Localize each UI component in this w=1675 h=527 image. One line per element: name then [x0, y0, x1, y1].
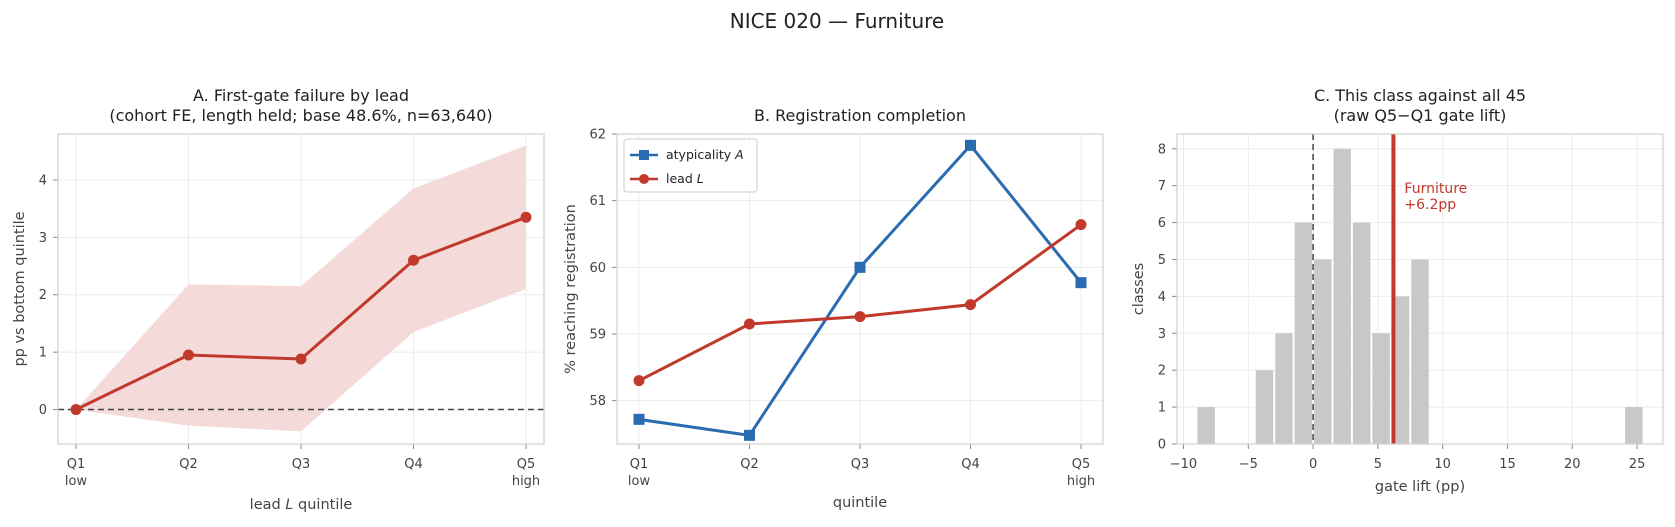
panel-c-frame	[1176, 133, 1664, 445]
panel-c-xlabel: gate lift (pp)	[1375, 479, 1465, 495]
x-tick-label: Q5	[517, 457, 536, 472]
panel-b-frame	[616, 133, 1104, 445]
panel-a: 0 1 2 3 4 Q1 low Q2 Q3 Q4 Q5 high A. First-gate fai…	[12, 86, 545, 513]
data-point	[854, 261, 866, 273]
panel-c-ylabel: classes	[1131, 263, 1147, 315]
panel-c-title: C. This class against all 45	[1314, 86, 1526, 105]
y-tick-label: 1	[39, 346, 47, 361]
x-tick-label: Q1	[630, 457, 649, 472]
y-tick-label: 6	[1158, 216, 1166, 231]
y-tick-label: 60	[589, 261, 606, 276]
series-L	[633, 219, 1087, 387]
y-tick-label: 3	[39, 231, 47, 246]
histogram-bar	[1275, 333, 1293, 444]
panel-b-legend: atypicality A lead L	[623, 138, 758, 193]
data-point	[965, 299, 976, 311]
y-tick-label: 58	[589, 394, 606, 409]
panel-a-frame	[57, 133, 545, 445]
x-tick-label: −10	[1170, 457, 1197, 472]
data-point	[854, 311, 866, 323]
panel-a-subtitle: (cohort FE, length held; base 48.6%, n=6…	[109, 106, 492, 125]
histogram-bar	[1411, 259, 1429, 444]
y-tick-label: 2	[39, 288, 47, 303]
y-tick-label: 0	[1158, 438, 1166, 453]
panel-a-title: A. First-gate failure by lead	[193, 86, 409, 105]
y-tick-label: 61	[589, 194, 606, 209]
histogram-bar	[1197, 407, 1215, 444]
panel-c-subtitle: (raw Q5−Q1 gate lift)	[1334, 106, 1507, 125]
data-point	[408, 254, 419, 266]
y-tick-label: 2	[1158, 364, 1166, 379]
histogram-bar	[1333, 148, 1351, 444]
y-tick-label: 5	[1158, 253, 1166, 268]
histogram-bar	[1294, 222, 1313, 444]
x-tick-label: 10	[1434, 457, 1451, 472]
x-tick-label: 20	[1564, 457, 1581, 472]
legend-marker-square	[639, 150, 649, 160]
highlight-annotation: Furniture +6.2pp	[1404, 181, 1471, 213]
histogram-bar	[1625, 407, 1643, 444]
y-tick-label: 3	[1158, 327, 1166, 342]
data-point	[633, 413, 645, 425]
x-tick-label: Q3	[292, 457, 311, 472]
data-point	[965, 139, 976, 151]
x-tick-label: −5	[1239, 457, 1258, 472]
x-tick-label: Q3	[851, 457, 870, 472]
y-tick-label: 4	[1158, 290, 1166, 305]
y-tick-label: 1	[1158, 401, 1166, 416]
data-point	[633, 375, 645, 387]
panel-b-ylabel: % reaching registration	[563, 204, 579, 374]
x-tick-sublabel: high	[512, 474, 540, 489]
x-tick-label: Q1	[67, 457, 86, 472]
histogram-bar	[1372, 333, 1390, 444]
data-point	[1075, 219, 1087, 231]
y-tick-label: 8	[1158, 142, 1166, 157]
figure-title: NICE 020 — Furniture	[730, 9, 945, 33]
x-tick-sublabel: low	[65, 474, 88, 489]
data-point	[744, 318, 755, 330]
legend-item-atypicality: atypicality A	[630, 147, 744, 162]
legend-item-lead: lead L	[630, 171, 704, 186]
y-tick-label: 7	[1158, 179, 1166, 194]
x-tick-sublabel: low	[628, 474, 651, 489]
data-point	[520, 211, 532, 223]
y-tick-label: 59	[589, 328, 606, 343]
x-tick-label: Q4	[961, 457, 980, 472]
x-tick-label: Q5	[1072, 457, 1091, 472]
x-tick-label: Q4	[404, 457, 423, 472]
data-point	[744, 429, 755, 441]
x-tick-label: 5	[1374, 457, 1382, 472]
data-point	[70, 404, 82, 416]
svg-text:atypicality A: atypicality A	[666, 147, 744, 162]
histogram-bar	[1352, 222, 1371, 444]
x-tick-label: 0	[1309, 457, 1317, 472]
legend-marker-circle	[639, 174, 649, 184]
y-tick-label: 62	[589, 128, 606, 143]
y-tick-label: 0	[39, 403, 47, 418]
panel-b: 58 59 60 61 62 Q1 low Q2 Q3 Q4 Q5 high B. Registrat…	[563, 106, 1104, 511]
panel-b-xlabel: quintile	[833, 495, 887, 511]
series-A	[633, 139, 1087, 441]
histogram-bar	[1255, 370, 1274, 444]
x-tick-label: 15	[1499, 457, 1516, 472]
y-tick-label: 4	[39, 173, 47, 188]
x-tick-label: 25	[1629, 457, 1646, 472]
panel-b-title: B. Registration completion	[754, 106, 966, 125]
histogram-bar	[1314, 259, 1332, 444]
x-tick-label: Q2	[740, 457, 759, 472]
x-tick-label: Q2	[179, 457, 198, 472]
panel-c: Furniture +6.2pp 0 1 2 3 4 5 6 7 8 −10 −5 0 5 10 15 20 2…	[1131, 86, 1664, 495]
data-point	[183, 349, 194, 361]
panel-a-xlabel: lead L quintile	[250, 497, 353, 513]
x-tick-sublabel: high	[1067, 474, 1095, 489]
svg-text:lead L: lead L	[666, 171, 704, 186]
data-point	[295, 353, 307, 365]
panel-a-ylabel: pp vs bottom quintile	[12, 211, 28, 366]
histogram-bar	[1391, 296, 1410, 444]
data-point	[1075, 277, 1087, 289]
